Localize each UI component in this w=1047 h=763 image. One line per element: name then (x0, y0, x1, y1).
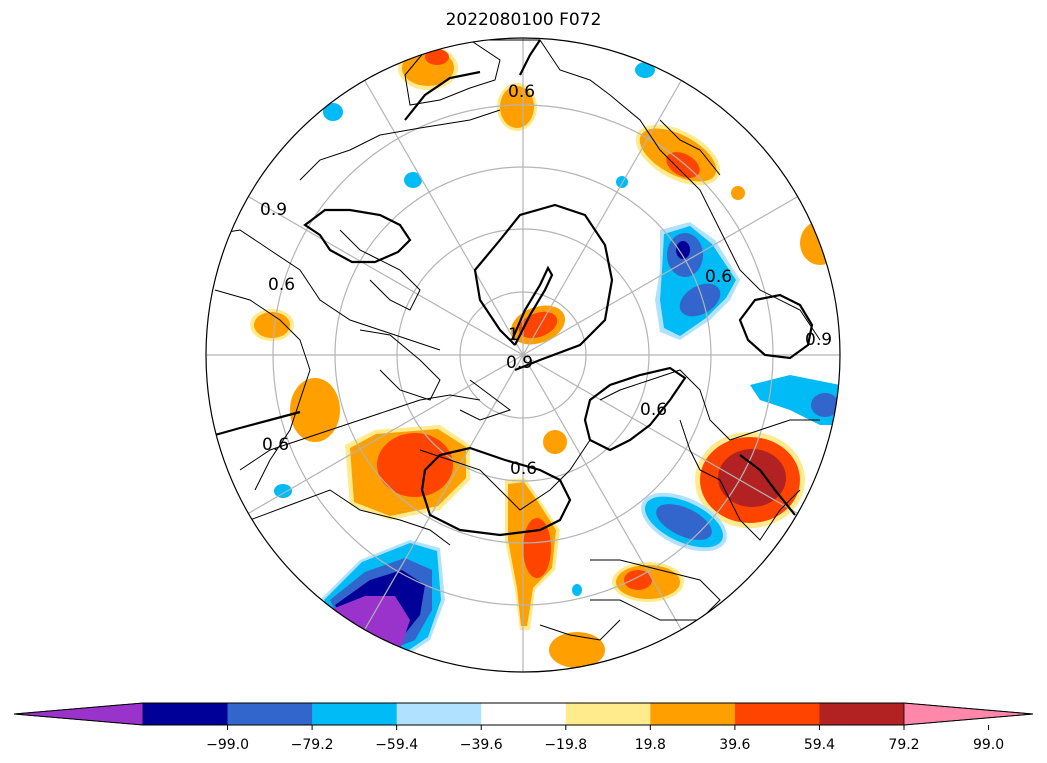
colorbar-outline (13, 702, 1034, 726)
colorbar-segment (312, 703, 398, 725)
contour-label: 0.6 (705, 267, 732, 287)
colorbar-tick-label: −19.8 (544, 737, 587, 753)
colorbar-extend-high (903, 702, 1034, 726)
shaded-region (523, 518, 551, 578)
shaded-region (811, 393, 839, 417)
contour-line (473, 203, 614, 372)
shaded-region (274, 484, 292, 498)
colorbar-extend-low (13, 702, 144, 726)
contour-label: 0.6 (268, 275, 295, 295)
colorbar-tick-label: −79.2 (291, 737, 334, 753)
colorbar-segment (481, 703, 567, 725)
colorbar-segments (13, 702, 1034, 726)
colorbar-ticks: −99.0 −79.2 −59.4 −39.6 −19.8 19.8 39.6 59.4 79.… (206, 725, 1004, 753)
colorbar-segment (143, 703, 229, 725)
colorbar-tick-label: −99.0 (206, 737, 249, 753)
coastlines (209, 39, 821, 641)
shaded-region (572, 584, 582, 596)
map-boundary (205, 37, 841, 673)
colorbar-tick-label: 59.4 (804, 737, 835, 753)
colorbar-segment (734, 703, 820, 725)
graticule (206, 38, 840, 672)
shaded-region (666, 152, 700, 178)
contour-line (583, 366, 687, 452)
colorbar-tick-label: 19.8 (635, 737, 666, 753)
contour-label: 0.9 (506, 353, 533, 373)
colorbar-segment (227, 703, 313, 725)
contour-label-group: 0.6 0.9 0.6 0.6 0.6 0.9 0.6 0.6 0.9 1 (260, 82, 832, 479)
shaded-region (330, 596, 410, 650)
contour-line (738, 293, 814, 360)
contour-lines (214, 39, 814, 537)
colorbar-segment (396, 703, 482, 725)
polar-map: 0.6 0.9 0.6 0.6 0.6 0.9 0.6 0.6 0.9 1 (205, 37, 841, 673)
shaded-region (404, 172, 422, 188)
contour-label: 0.6 (640, 400, 667, 420)
shaded-region (543, 430, 567, 454)
colorbar-segment (565, 703, 651, 725)
shaded-region (656, 504, 712, 540)
contour-line (420, 446, 572, 537)
contour-line (519, 39, 541, 76)
contour-label: 0.6 (510, 459, 537, 479)
shaded-region (549, 632, 605, 668)
colorbar-tick-label: −59.4 (375, 737, 418, 753)
contour-line (510, 265, 554, 346)
colorbar-tick-label: 99.0 (973, 737, 1004, 753)
shaded-region (254, 312, 290, 338)
shaded-region (377, 433, 453, 497)
colorbar-tick-label: −39.6 (460, 737, 503, 753)
shaded-region (676, 241, 690, 259)
contour-label: 1 (508, 325, 519, 345)
shaded-region (718, 449, 786, 507)
contour-label: 0.9 (805, 330, 832, 350)
contour-label: 0.6 (508, 82, 535, 102)
shaded-region (425, 49, 449, 65)
shaded-region (500, 86, 534, 128)
map-title: 2022080100 F072 (445, 10, 602, 30)
contour-line (214, 410, 301, 437)
shaded-region (731, 186, 745, 200)
colorbar-segment (650, 703, 736, 725)
contour-line (404, 70, 481, 121)
contour-line (303, 208, 412, 264)
colorbar-segment (819, 703, 905, 725)
shaded-region (323, 103, 343, 121)
colorbar-tick-label: 39.6 (719, 737, 750, 753)
shaded-region (624, 570, 652, 590)
contour-label: 0.6 (262, 435, 289, 455)
contour-label: 0.9 (260, 200, 287, 220)
shaded-region (679, 283, 721, 317)
contour-line (739, 454, 796, 516)
colorbar-tick-label: 79.2 (888, 737, 919, 753)
shaded-region (635, 62, 655, 78)
